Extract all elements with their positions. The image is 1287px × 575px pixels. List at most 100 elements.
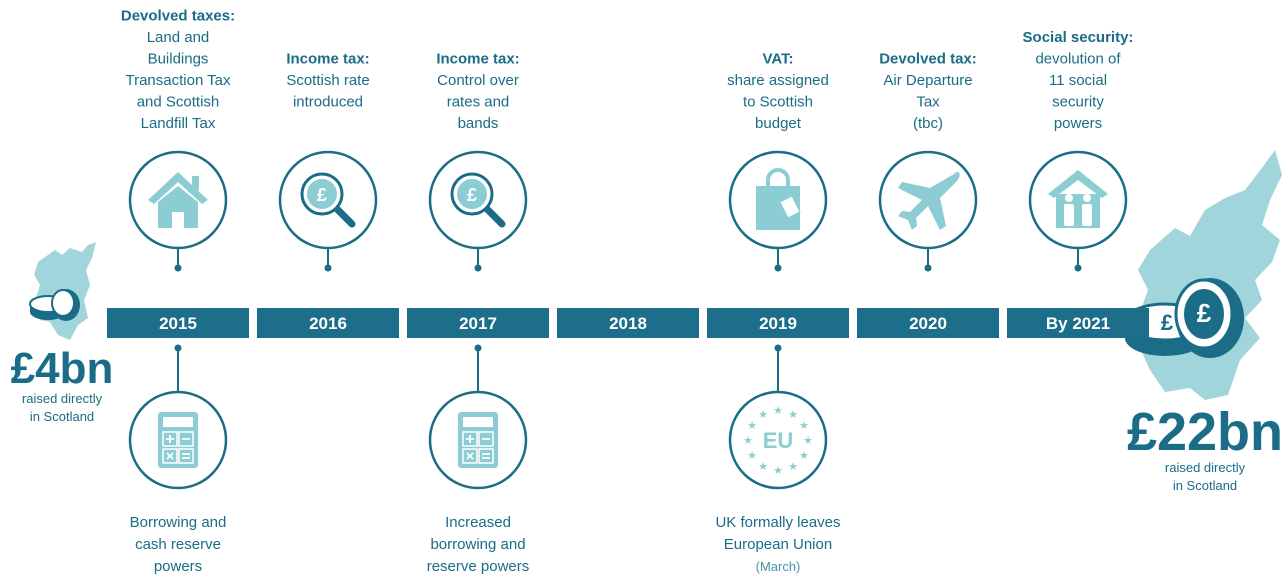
event-text: Land and: [147, 29, 210, 46]
event-text: powers: [1054, 115, 1102, 132]
connector-dot: [474, 344, 482, 352]
icon-star: ★: [747, 420, 757, 432]
year-label: 2015: [159, 314, 197, 333]
icon-key: [162, 448, 178, 464]
start-amount: £4bn: [11, 344, 114, 393]
end-amount: £22bn: [1127, 402, 1283, 462]
icon-times: [466, 452, 474, 460]
icon-star: ★: [788, 461, 798, 473]
event-icon: ★★★★★★★★★ ★ ★★EU: [728, 390, 828, 490]
timeline-segment: [1007, 308, 1149, 338]
connector-dot: [924, 264, 932, 272]
event-text: Control over: [437, 72, 519, 89]
event-title: Social security:: [1023, 29, 1134, 46]
event-icon: [1028, 150, 1128, 250]
connector-dot: [174, 264, 182, 272]
icon-star: ★: [747, 450, 757, 462]
year-label: 2018: [609, 314, 647, 333]
icon-plus: [166, 435, 174, 443]
timeline-segment: [407, 308, 549, 338]
event-text: introduced: [293, 94, 363, 111]
icon-screen: [163, 417, 193, 427]
year-label: 2019: [759, 314, 797, 333]
caption-line: in Scotland: [30, 409, 94, 424]
event-icon: [128, 150, 228, 250]
icon-star: ★: [758, 409, 768, 421]
icon-roof: [148, 172, 208, 204]
icon-symbol: £: [317, 185, 327, 205]
icon-equals: [482, 453, 490, 459]
event-icon: [128, 390, 228, 490]
timeline-segment: [707, 308, 849, 338]
event-title: Income tax:: [286, 51, 369, 68]
icon-key: [162, 431, 178, 447]
timeline-segment: [107, 308, 249, 338]
icon-plane: [898, 171, 960, 230]
icon-body: [158, 186, 198, 228]
icon-equals: [182, 453, 190, 459]
caption-line: in Scotland: [1173, 478, 1237, 493]
event-text: European Union: [724, 536, 832, 553]
event-text: budget: [755, 115, 802, 132]
icon-times: [166, 452, 174, 460]
event-text: Tax: [916, 94, 940, 111]
scotland-map-large: [1138, 150, 1282, 400]
event-text: reserve powers: [427, 558, 530, 575]
event-text: (tbc): [913, 115, 943, 132]
event-text: to Scottish: [743, 94, 813, 111]
event-note: (March): [756, 559, 801, 574]
year-label: By 2021: [1046, 314, 1110, 333]
icon-coin: [307, 179, 337, 209]
icon-key: [462, 431, 478, 447]
icon-star: ★: [758, 461, 768, 473]
event-text: Air Departure: [883, 72, 972, 89]
event-text: UK formally leaves: [715, 514, 840, 531]
coin-symbol: £: [1161, 310, 1174, 335]
connector-dot: [1074, 264, 1082, 272]
event-title: VAT:: [762, 51, 793, 68]
connector-dot: [774, 264, 782, 272]
event-text: security: [1052, 94, 1104, 111]
event-text: share assigned: [727, 72, 829, 89]
icon-star: ★: [799, 450, 809, 462]
timeline-segment: [557, 308, 699, 338]
year-label: 2016: [309, 314, 347, 333]
event-text: bands: [458, 115, 499, 132]
event-icon: [728, 150, 828, 250]
icon-star: ★: [773, 405, 783, 417]
icon-symbol: £: [467, 185, 477, 205]
icon-figure: [1082, 204, 1092, 226]
caption-line: raised directly: [1165, 460, 1246, 475]
icon-chimney: [192, 176, 199, 190]
connector-dot: [474, 264, 482, 272]
icon-star: ★: [803, 435, 813, 447]
icon-head: [1083, 194, 1091, 202]
icon-plus: [466, 435, 474, 443]
event-text: Landfill Tax: [141, 115, 216, 132]
icon-key: [462, 448, 478, 464]
timeline-segment: [257, 308, 399, 338]
event-text: borrowing and: [430, 536, 525, 553]
connector-dot: [774, 344, 782, 352]
connector-dot: [174, 344, 182, 352]
icon-star: ★: [773, 465, 783, 477]
icon-key: [478, 431, 494, 447]
timeline-segment: [857, 308, 999, 338]
event-text: powers: [154, 558, 202, 575]
icon-key: [178, 431, 194, 447]
icon-circle: [728, 390, 828, 490]
icon-coin: [457, 179, 487, 209]
event-text: Scottish rate: [286, 72, 369, 89]
event-text: and Scottish: [137, 94, 220, 111]
icon-walls: [1056, 194, 1100, 228]
event-icon: [878, 150, 978, 250]
event-title: Income tax:: [436, 51, 519, 68]
coin-symbol: £: [1197, 298, 1212, 328]
caption-line: raised directly: [22, 391, 103, 406]
icon-star: ★: [788, 409, 798, 421]
event-icon: £: [428, 150, 528, 250]
icon-handle: [766, 168, 790, 186]
event-title: Devolved tax:: [879, 51, 977, 68]
event-text: Increased: [445, 514, 511, 531]
icon-star: ★: [799, 420, 809, 432]
